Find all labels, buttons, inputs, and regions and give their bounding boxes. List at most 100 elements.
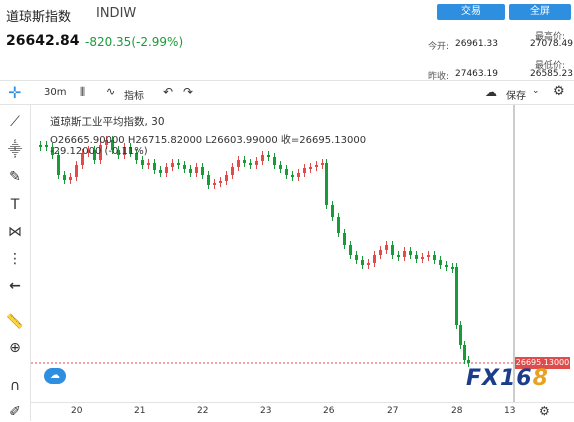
candle-body <box>153 163 156 170</box>
candle-body <box>117 150 120 155</box>
candle-body <box>87 150 90 153</box>
cloud-badge-icon[interactable]: ☁ <box>44 368 66 384</box>
candle-body <box>385 245 388 250</box>
candle-body <box>337 217 340 233</box>
candle-body <box>273 157 276 165</box>
high-label: 最高价: <box>535 32 566 42</box>
candle-body <box>177 163 180 165</box>
chart-legend-change: -29.12000 (-0.11%) <box>50 146 148 157</box>
candle-body <box>57 155 60 175</box>
candle-body <box>415 255 418 259</box>
candle-body <box>279 165 282 169</box>
open-value: 26961.33 <box>455 39 498 49</box>
candle-body <box>403 251 406 257</box>
candle-body <box>367 263 370 265</box>
candle-body <box>39 145 42 147</box>
x-tick-label: 22 <box>197 406 209 416</box>
interval-selector[interactable]: 30m <box>44 87 67 98</box>
candle-body <box>213 183 216 185</box>
chevron-down-icon[interactable]: ⌄ <box>532 86 540 96</box>
candle-body <box>439 260 442 265</box>
trade-button[interactable]: 交易 <box>437 4 505 20</box>
text-icon[interactable]: T <box>10 197 20 213</box>
candle-body <box>81 153 84 165</box>
magnet-icon[interactable]: ∩ <box>9 378 21 394</box>
candle-body <box>379 250 382 255</box>
settings-icon[interactable]: ⚙ <box>553 84 565 99</box>
trendline-icon[interactable]: ⟋ <box>10 114 20 130</box>
prev-close-label: 昨收: <box>428 72 450 82</box>
candle-type-icon[interactable]: ⫴ <box>80 85 86 99</box>
candle-body <box>51 147 54 155</box>
crosshair-icon[interactable]: ✛ <box>8 83 22 102</box>
measure-group-icon[interactable]: ⋮ <box>8 251 22 267</box>
cloud-icon[interactable]: ☁ <box>485 85 497 99</box>
fullscreen-button[interactable]: 全屏 <box>509 4 571 20</box>
tools-divider <box>30 104 31 421</box>
fib-icon[interactable]: ⸎ <box>7 142 23 158</box>
candle-body <box>123 147 126 155</box>
save-button[interactable]: 保存 <box>506 91 526 102</box>
candle-body <box>69 177 72 180</box>
toolbar-divider <box>0 104 574 105</box>
candle-body <box>315 165 318 167</box>
candle-body <box>291 175 294 177</box>
pencil-lock-icon[interactable]: ✐ <box>9 404 21 420</box>
indicator-icon[interactable]: ∿ <box>106 85 116 98</box>
price-chart[interactable] <box>31 105 574 402</box>
axis-settings-icon[interactable]: ⚙ <box>539 404 550 418</box>
candle-body <box>207 175 210 185</box>
fx168-logo: FX168 <box>466 366 549 391</box>
candle-body <box>261 155 264 161</box>
candle-body <box>427 255 430 257</box>
low-label: 最低价: <box>535 61 566 71</box>
candle-body <box>391 245 394 255</box>
undo-icon[interactable]: ↶ <box>163 85 174 99</box>
candle-body <box>105 140 108 145</box>
chart-legend-title: 道琼斯工业平均指数, 30 <box>50 116 165 128</box>
redo-icon[interactable]: ↷ <box>183 85 194 99</box>
candle-body <box>45 145 48 147</box>
candle-body <box>165 167 168 173</box>
open-label: 今开: <box>428 42 450 52</box>
candle-body <box>343 233 346 245</box>
back-arrow-icon[interactable]: ← <box>9 278 21 294</box>
candle-body <box>63 175 66 180</box>
candle-body <box>309 167 312 169</box>
x-tick-label: 20 <box>71 406 83 416</box>
candle-body <box>189 169 192 173</box>
indicators-button[interactable]: 指标 <box>124 91 144 102</box>
candle-body <box>141 160 144 165</box>
ruler-icon[interactable]: 📏 <box>6 314 24 330</box>
last-price: 26642.84 <box>6 33 80 49</box>
low-value: 26585.23 <box>530 69 573 79</box>
candle-body <box>225 175 228 181</box>
candle-body <box>93 150 96 160</box>
zoom-in-icon[interactable]: ⊕ <box>9 340 21 356</box>
candle-body <box>349 245 352 255</box>
candle-body <box>409 251 412 255</box>
candle-body <box>459 325 462 345</box>
x-axis-line <box>31 402 574 403</box>
candle-body <box>303 168 306 173</box>
candle-body <box>397 255 400 257</box>
pattern-icon[interactable]: ⋈ <box>8 224 22 240</box>
high-value: 27078.49 <box>530 39 573 49</box>
instrument-title: 道琼斯指数 <box>6 10 72 25</box>
candle-body <box>171 163 174 167</box>
candle-body <box>195 167 198 173</box>
candle-body <box>135 153 138 160</box>
candle-body <box>433 255 436 260</box>
header-divider <box>0 80 574 81</box>
candle-body <box>267 155 270 157</box>
candle-body <box>129 147 132 153</box>
x-tick-label: 26 <box>323 406 335 416</box>
brush-icon[interactable]: ✎ <box>9 169 21 185</box>
candle-body <box>237 160 240 167</box>
candle-body <box>361 260 364 265</box>
candle-body <box>467 360 470 363</box>
candle-body <box>243 160 246 163</box>
candle-body <box>111 140 114 150</box>
candle-body <box>285 169 288 175</box>
last-price-tag: 26695.13000 <box>515 357 570 369</box>
